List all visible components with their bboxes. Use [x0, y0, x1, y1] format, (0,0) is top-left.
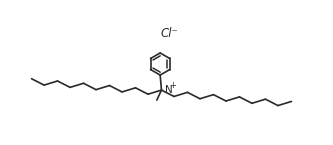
Text: Cl⁻: Cl⁻ — [160, 27, 178, 40]
Text: +: + — [169, 81, 176, 90]
Text: N: N — [165, 85, 173, 95]
